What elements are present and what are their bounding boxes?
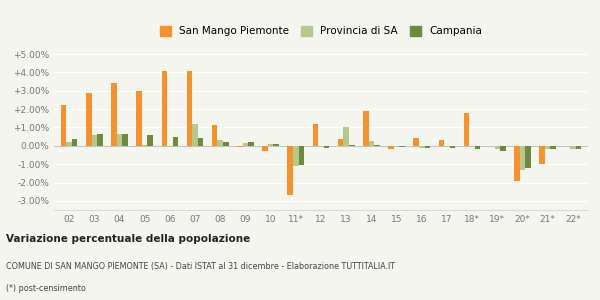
Bar: [400, 146, 405, 147]
Bar: [293, 146, 299, 166]
Bar: [173, 137, 178, 146]
Bar: [287, 146, 293, 195]
Bar: [61, 106, 67, 146]
Bar: [248, 142, 254, 146]
Bar: [575, 146, 581, 149]
Bar: [242, 143, 248, 146]
Legend: San Mango Piemonte, Provincia di SA, Campania: San Mango Piemonte, Provincia di SA, Cam…: [160, 26, 482, 37]
Text: (*) post-censimento: (*) post-censimento: [6, 284, 86, 293]
Bar: [494, 146, 500, 149]
Bar: [570, 146, 575, 148]
Bar: [324, 146, 329, 148]
Bar: [469, 146, 475, 147]
Bar: [413, 138, 419, 146]
Bar: [545, 146, 550, 148]
Bar: [148, 135, 153, 146]
Bar: [368, 141, 374, 146]
Bar: [212, 125, 217, 146]
Bar: [550, 146, 556, 149]
Bar: [262, 146, 268, 151]
Bar: [117, 134, 122, 146]
Text: Variazione percentuale della popolazione: Variazione percentuale della popolazione: [6, 233, 250, 244]
Bar: [349, 145, 355, 146]
Bar: [363, 111, 368, 146]
Bar: [475, 146, 481, 148]
Bar: [192, 124, 198, 146]
Bar: [136, 91, 142, 146]
Bar: [444, 146, 450, 147]
Bar: [198, 139, 203, 146]
Bar: [525, 146, 531, 168]
Bar: [217, 140, 223, 146]
Bar: [268, 144, 274, 146]
Bar: [274, 144, 279, 146]
Bar: [67, 142, 72, 146]
Text: COMUNE DI SAN MANGO PIEMONTE (SA) - Dati ISTAT al 31 dicembre - Elaborazione TUT: COMUNE DI SAN MANGO PIEMONTE (SA) - Dati…: [6, 262, 395, 271]
Bar: [419, 146, 425, 148]
Bar: [343, 127, 349, 146]
Bar: [97, 134, 103, 146]
Bar: [450, 146, 455, 148]
Bar: [313, 124, 318, 146]
Bar: [299, 146, 304, 165]
Bar: [86, 93, 92, 146]
Bar: [142, 145, 148, 146]
Bar: [388, 146, 394, 149]
Bar: [237, 146, 242, 147]
Bar: [167, 146, 173, 147]
Bar: [72, 140, 77, 146]
Bar: [425, 146, 430, 148]
Bar: [122, 134, 128, 146]
Bar: [514, 146, 520, 181]
Bar: [111, 83, 117, 146]
Bar: [439, 140, 444, 146]
Bar: [338, 140, 343, 146]
Bar: [539, 146, 545, 164]
Bar: [500, 146, 506, 151]
Bar: [520, 146, 525, 170]
Bar: [92, 135, 97, 146]
Bar: [223, 142, 229, 146]
Bar: [464, 113, 469, 146]
Bar: [187, 71, 192, 146]
Bar: [374, 145, 380, 146]
Bar: [161, 71, 167, 146]
Bar: [318, 146, 324, 147]
